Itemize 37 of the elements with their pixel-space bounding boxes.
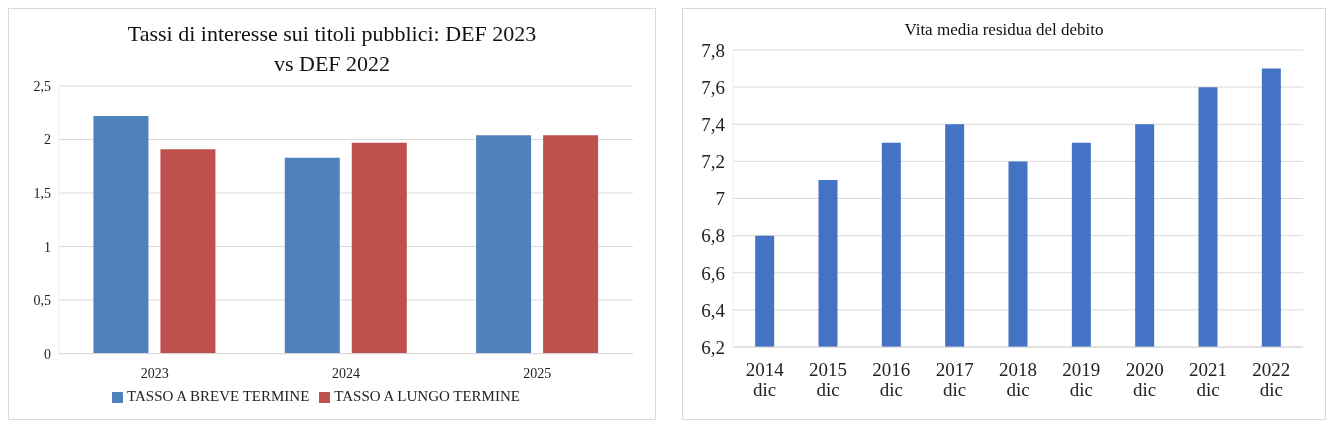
y-tick-label: 6,6	[701, 262, 725, 284]
bar	[93, 116, 149, 354]
bar	[351, 143, 407, 354]
x-tick-label: 2024	[332, 366, 360, 382]
y-tick-label: 0	[44, 346, 52, 362]
bar	[543, 135, 599, 354]
x-tick-label: 2017 dic	[935, 359, 974, 401]
y-tick-label: 0,5	[33, 293, 52, 309]
x-tick-label: 2023	[140, 366, 169, 382]
bar	[476, 135, 532, 354]
y-tick-label: 1,5	[33, 186, 52, 202]
chart-title: Tassi di interesse sui titoli pubblici: DEF 2023 vs DEF 2022	[126, 20, 538, 78]
y-tick-label: 6,2	[701, 336, 725, 358]
x-tick-label: 2022 dic	[1252, 359, 1291, 401]
y-tick-label: 2	[44, 132, 52, 148]
x-tick-label: 2016 dic	[872, 359, 911, 401]
x-tick-label: 2019 dic	[1062, 359, 1101, 401]
y-tick-label: 2,5	[33, 79, 52, 95]
y-tick-label: 6,4	[701, 299, 726, 321]
chart-title: Vita media residua del debito	[904, 20, 1104, 39]
legend-label: TASSO A LUNGO TERMINE	[334, 387, 520, 404]
x-tick-label: 2021 dic	[1189, 359, 1227, 401]
bar	[284, 158, 340, 354]
x-tick-label: 2020 dic	[1125, 359, 1164, 401]
x-tick-label: 2018 dic	[999, 359, 1037, 401]
y-tick-label: 1	[44, 239, 52, 255]
x-tick-label: 2014 dic	[745, 359, 785, 401]
x-tick-label: 2025	[523, 366, 552, 382]
y-tick-label: 7,4	[701, 113, 726, 135]
y-tick-label: 7,2	[701, 151, 725, 173]
y-tick-label: 7,6	[701, 76, 725, 98]
y-tick-label: 6,8	[701, 225, 725, 247]
x-tick-label: 2015 dic	[809, 359, 847, 401]
legend-label: TASSO A BREVE TERMINE	[127, 387, 310, 404]
bar	[160, 149, 216, 354]
y-tick-label: 7	[715, 188, 725, 210]
y-tick-label: 7,8	[701, 39, 725, 61]
